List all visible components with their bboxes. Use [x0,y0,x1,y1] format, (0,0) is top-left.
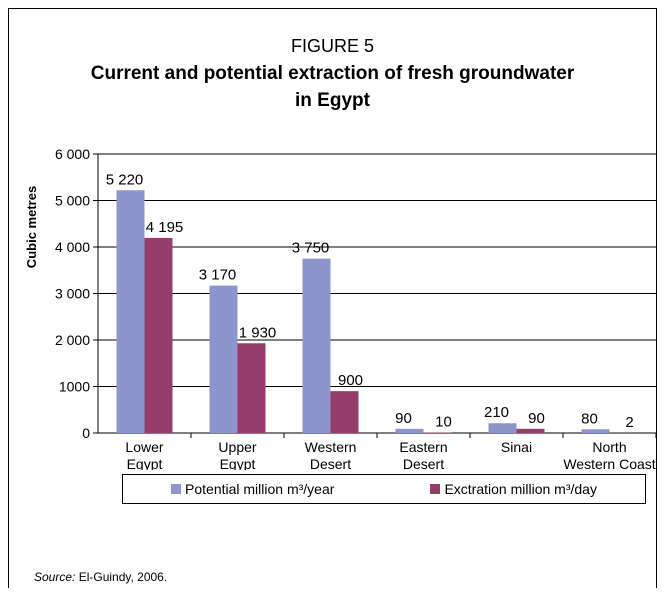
bar-potential [302,258,331,433]
x-tick-label: Lower [125,439,163,455]
y-tick-label: 3 000 [55,286,90,302]
y-tick-label: 4 000 [55,239,90,255]
y-tick-label: 2 000 [55,332,90,348]
x-tick-label: Sinai [501,439,532,455]
chart-legend: Potential million m³/year Exctration mil… [122,474,646,504]
figure-frame [8,8,657,588]
x-tick-label: Eastern [399,439,447,455]
bar-extraction [330,391,359,433]
data-label: 90 [395,410,412,427]
data-label: 210 [484,404,509,421]
y-tick-label: 6 000 [55,146,90,162]
bar-potential [488,423,517,433]
legend-item-potential: Potential million m³/year [171,481,334,497]
x-tick-label: Desert [310,456,351,470]
bar-potential [209,285,238,433]
y-tick-label: 1000 [59,379,90,395]
data-label: 1 930 [239,324,277,341]
x-tick-label: Egypt [127,456,163,470]
legend-swatch-potential [171,484,182,494]
data-label: 4 195 [146,219,184,236]
data-label: 3 750 [292,240,330,257]
bar-potential [395,428,424,433]
bar-extraction [237,343,266,433]
x-tick-label: North [592,439,626,455]
figure-title-line-1: Current and potential extraction of fres… [90,63,575,84]
data-label: 3 170 [199,267,237,284]
figure-title: Current and potential extraction of fres… [40,60,625,114]
data-label: 90 [528,410,545,427]
source-text: El-Guindy, 2006. [75,570,168,584]
data-label: 900 [338,372,363,389]
bar-extraction [516,428,545,433]
x-tick-label: Western [305,439,357,455]
x-tick-label: Desert [403,456,444,470]
figure-title-line-2: in Egypt [295,90,370,111]
data-label: 5 220 [106,171,144,188]
bar-extraction [144,237,173,433]
data-label: 10 [435,414,452,431]
legend-label-extraction: Exctration million m³/day [444,481,597,497]
x-tick-label: Upper [218,439,256,455]
x-tick-label: Western Coast [563,456,655,470]
bar-potential [581,429,610,433]
source-note: Source: El-Guindy, 2006. [34,570,167,584]
data-label: 2 [625,414,633,431]
legend-label-potential: Potential million m³/year [185,481,335,497]
legend-swatch-extraction [430,484,441,494]
y-tick-label: 5 000 [55,193,90,209]
y-tick-label: 0 [82,425,90,441]
x-tick-label: Egypt [220,456,256,470]
figure-label: FIGURE 5 [290,36,374,56]
bar-chart: 0 1000 2 000 3 000 4 000 5 000 6 000 5 220 4 195… [55,146,657,470]
source-label: Source: [34,570,76,584]
legend-item-extraction: Exctration million m³/day [430,481,597,497]
data-label: 80 [581,410,598,427]
bar-potential [116,190,145,433]
